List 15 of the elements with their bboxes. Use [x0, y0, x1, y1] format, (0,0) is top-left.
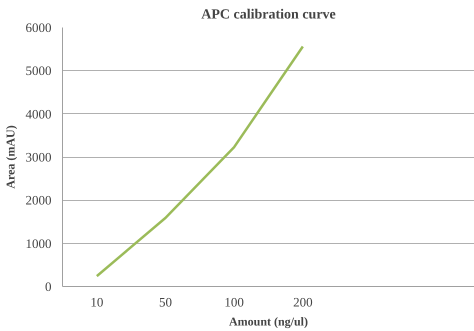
y-tick-label: 6000	[26, 20, 52, 35]
y-tick-label: 0	[45, 279, 52, 294]
chart-title: APC calibration curve	[201, 8, 336, 22]
y-tick-label: 2000	[26, 192, 52, 208]
x-axis-title: Amount (ng/ul)	[228, 314, 308, 328]
y-tick-label: 5000	[26, 63, 52, 78]
y-tick-label: 3000	[26, 150, 52, 164]
y-tick-label: 1000	[26, 236, 52, 251]
x-tick-label: 200	[293, 294, 313, 310]
x-tick-label: 100	[224, 294, 244, 310]
line-series	[96, 45, 304, 278]
y-tick-label: 4000	[26, 106, 52, 122]
x-tick-label: 50	[159, 294, 172, 310]
y-axis-title: Area (mAU)	[4, 125, 18, 189]
x-tick-label: 10	[90, 294, 104, 310]
